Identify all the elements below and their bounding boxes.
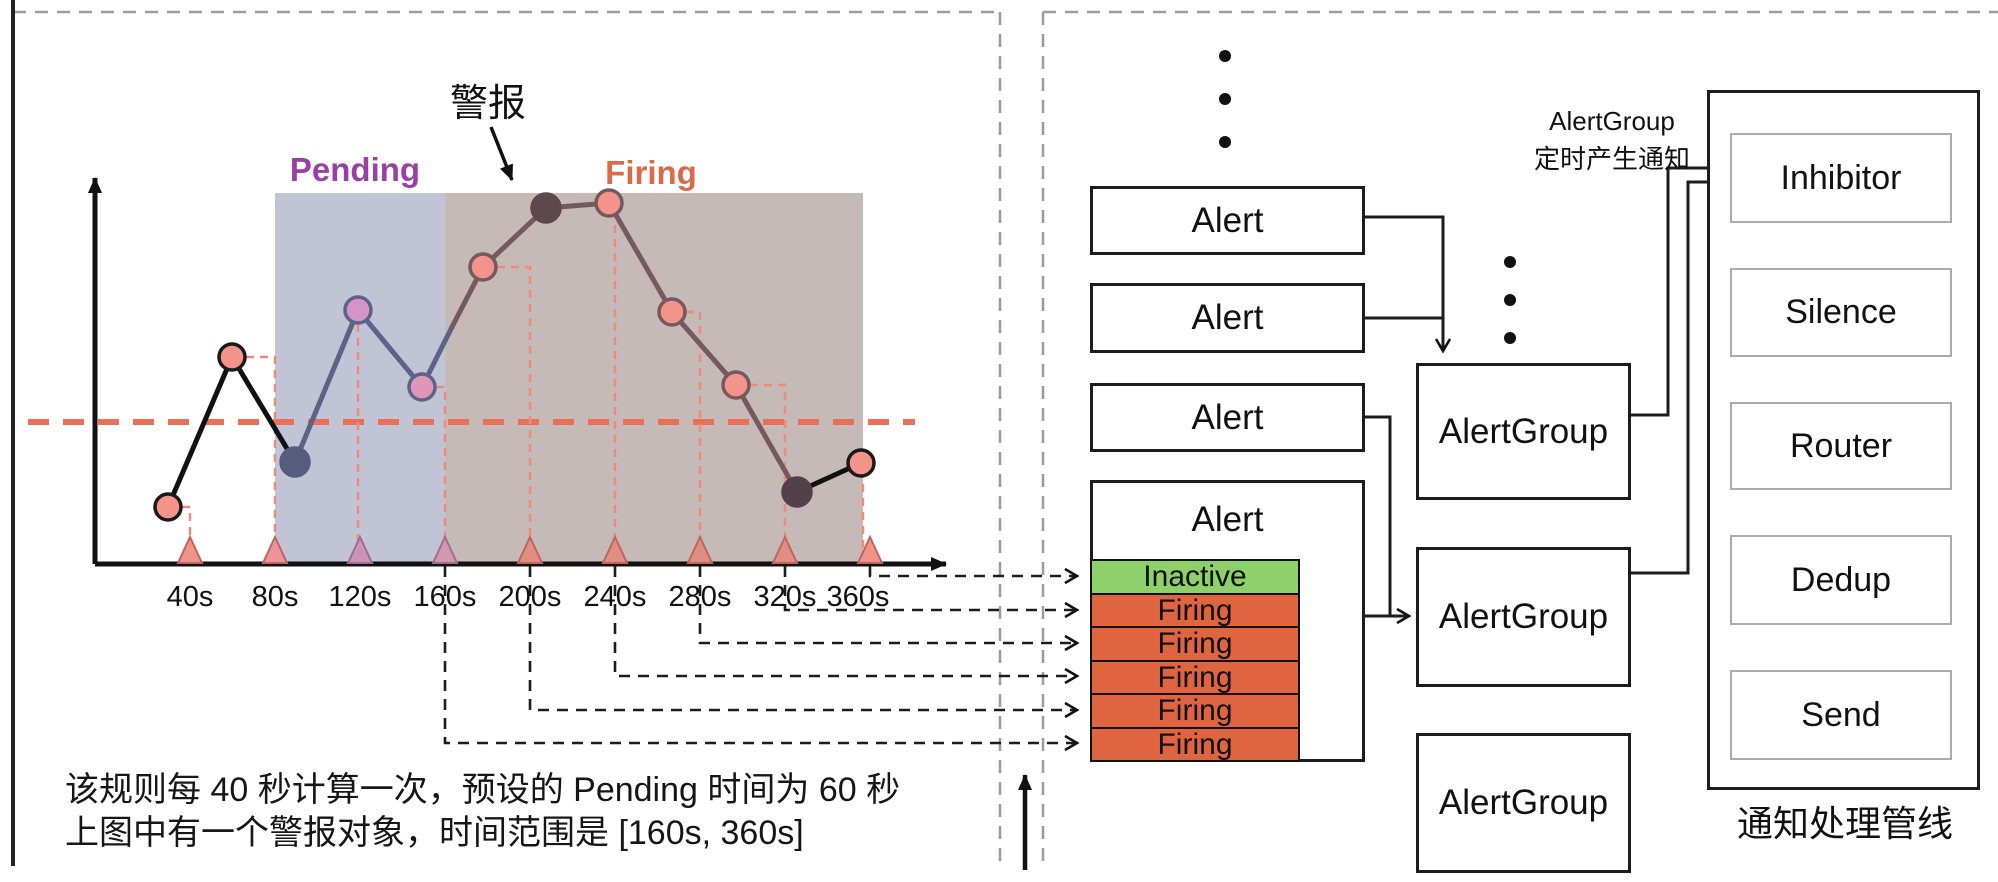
- tick-label-360s: 360s: [826, 581, 890, 613]
- firing-label: Firing: [605, 154, 697, 191]
- tick-label-320s: 320s: [753, 581, 817, 613]
- state-row-firing-4: Firing: [1090, 693, 1300, 729]
- alertgroup-box-2: AlertGroup: [1416, 547, 1631, 687]
- pipeline-stage-dedup: Dedup: [1730, 535, 1952, 625]
- pipeline-stage-dedup-label: Dedup: [1790, 560, 1892, 599]
- firing-region: [445, 193, 863, 564]
- state-regions: [275, 193, 863, 564]
- pipeline-stage-send: Send: [1730, 670, 1952, 760]
- tick-triangles: [176, 534, 884, 564]
- alert-box-1: Alert: [1090, 186, 1365, 255]
- alertgroup-box-3-label: AlertGroup: [1438, 783, 1609, 822]
- notify-annotation-line-2: 定时产生通知: [1533, 144, 1690, 174]
- tick-label-120s: 120s: [328, 581, 392, 613]
- alert-states-title: Alert: [1191, 500, 1264, 539]
- pipeline-stage-router: Router: [1730, 402, 1952, 490]
- caption-line-1: 该规则每 40 秒计算一次，预设的 Pending 时间为 60 秒: [65, 771, 901, 809]
- tick-label-240s: 240s: [583, 581, 647, 613]
- pipeline-stage-inhibitor: Inhibitor: [1730, 133, 1952, 223]
- alert-box-3: Alert: [1090, 383, 1365, 452]
- caption-line-2: 上图中有一个警报对象，时间范围是 [160s, 360s]: [65, 814, 804, 852]
- data-points: [153, 188, 876, 522]
- alert-box-3-label: Alert: [1191, 397, 1264, 437]
- tick-label-280s: 280s: [668, 581, 732, 613]
- state-row-firing-5: Firing: [1090, 727, 1300, 762]
- tick-label-160s: 160s: [413, 581, 477, 613]
- dashed-frame: [13, 10, 1998, 866]
- notify-annotation-line-1: AlertGroup: [1549, 106, 1675, 136]
- alert-box-2-label: Alert: [1191, 298, 1264, 337]
- state-row-firing-2: Firing: [1090, 626, 1300, 662]
- pipeline-stage-silence-label: Silence: [1785, 293, 1897, 331]
- tick-label-40s: 40s: [166, 581, 214, 613]
- state-row-firing-1: Firing: [1090, 593, 1300, 628]
- alarm-arrow: [489, 126, 514, 181]
- ellipsis-dots-groups: [1504, 256, 1516, 344]
- alertgroup-box-1: AlertGroup: [1416, 363, 1631, 500]
- pipeline-stage-router-label: Router: [1789, 426, 1893, 465]
- pipeline-stage-silence: Silence: [1730, 268, 1952, 357]
- tick-label-200s: 200s: [498, 581, 562, 613]
- state-row-firing-3: Firing: [1090, 660, 1300, 695]
- state-row-inactive: Inactive: [1090, 559, 1300, 595]
- pipeline-caption: 通知处理管线: [1736, 803, 1953, 844]
- tick-to-row-connectors: [443, 566, 1080, 752]
- alertgroup-box-3: AlertGroup: [1416, 733, 1631, 873]
- pipeline-stage-send-label: Send: [1801, 695, 1881, 734]
- alert-box-1-label: Alert: [1191, 200, 1264, 240]
- alertgroup-box-2-label: AlertGroup: [1438, 597, 1609, 636]
- ellipsis-dots-alerts: [1219, 50, 1231, 148]
- pending-label: Pending: [289, 151, 421, 188]
- tick-label-80s: 80s: [251, 581, 299, 613]
- pipeline-stage-inhibitor-label: Inhibitor: [1780, 158, 1902, 197]
- alert-box-2: Alert: [1090, 283, 1365, 353]
- alarm-label: 警报: [449, 83, 526, 125]
- alertgroup-box-1-label: AlertGroup: [1438, 411, 1609, 451]
